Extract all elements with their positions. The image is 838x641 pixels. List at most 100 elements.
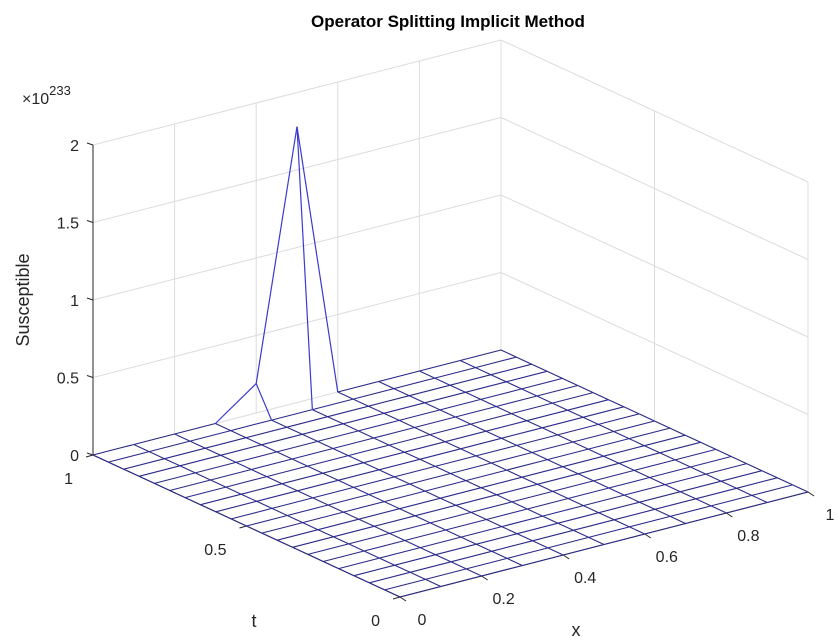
mesh-line <box>210 479 227 488</box>
x-tick-mark <box>399 596 407 602</box>
mesh-line <box>751 484 793 496</box>
mesh-line <box>363 451 405 464</box>
mesh-line <box>573 519 615 531</box>
mesh-line <box>792 484 809 493</box>
z-tick-mark <box>86 297 94 301</box>
mesh-line <box>455 405 497 418</box>
mesh-line <box>312 486 354 499</box>
t-axis-label: t <box>251 611 256 631</box>
x-axis-label: x <box>572 620 581 640</box>
mesh-line <box>378 458 420 471</box>
mesh-line <box>434 377 451 386</box>
mesh-line <box>680 480 722 493</box>
grid-line <box>92 272 502 378</box>
mesh-line <box>358 419 400 432</box>
mesh-line <box>179 454 221 467</box>
mesh-line <box>726 501 768 514</box>
mesh-line <box>194 472 211 481</box>
mesh-line <box>767 491 809 504</box>
mesh-line <box>470 511 487 520</box>
mesh-line <box>527 508 543 517</box>
mesh-line <box>435 455 477 467</box>
mesh-line <box>562 377 578 386</box>
mesh-line <box>583 494 625 507</box>
mesh-line <box>317 529 334 538</box>
mesh-line <box>445 430 487 443</box>
mesh-line <box>409 384 451 397</box>
mesh-line <box>746 463 763 472</box>
mesh-line <box>378 381 395 390</box>
mesh-line <box>634 459 676 471</box>
mesh-line <box>394 465 436 478</box>
mesh-line <box>164 447 206 460</box>
mesh-line <box>342 412 384 425</box>
mesh-line <box>465 381 507 393</box>
mesh-line <box>537 473 579 485</box>
mesh-line <box>266 476 283 485</box>
mesh-line <box>705 463 747 475</box>
mesh-line <box>414 504 456 517</box>
mesh-line <box>266 465 308 478</box>
mesh-line <box>317 518 359 531</box>
mesh-line <box>271 419 288 428</box>
z-tick-mark <box>86 142 94 146</box>
mesh-line <box>368 405 385 414</box>
mesh-line <box>281 472 323 485</box>
mesh-line <box>338 557 380 570</box>
mesh-line <box>547 536 589 549</box>
mesh-line <box>480 398 497 407</box>
mesh-line <box>506 370 548 383</box>
mesh-line <box>491 550 508 559</box>
mesh-line <box>720 480 737 489</box>
mesh-line <box>251 469 267 478</box>
mesh-line <box>629 526 646 535</box>
mesh-line <box>342 423 359 432</box>
mesh-line <box>312 398 354 411</box>
mesh-line <box>440 487 482 499</box>
mesh-line <box>302 423 344 435</box>
mesh-line <box>751 494 768 503</box>
mesh-line <box>276 451 293 460</box>
mesh-line <box>92 443 134 456</box>
mesh-line <box>424 490 441 499</box>
mesh-line <box>286 426 303 435</box>
mesh-line <box>296 126 313 410</box>
mesh-line <box>409 571 426 580</box>
mesh-line <box>644 434 686 447</box>
mesh-line <box>348 455 364 464</box>
mesh-line <box>567 399 609 411</box>
mesh-line <box>460 437 502 450</box>
mesh-line <box>460 448 477 457</box>
mesh-line <box>220 454 237 463</box>
z-tick-mark <box>86 375 94 378</box>
mesh-line <box>532 540 549 549</box>
mesh-line <box>511 413 528 422</box>
mesh-line <box>567 498 584 507</box>
mesh-line <box>526 420 543 429</box>
mesh-line <box>638 413 655 422</box>
mesh-line <box>547 459 564 468</box>
mesh-line <box>628 427 670 440</box>
mesh-line <box>292 536 334 548</box>
mesh-line <box>761 470 778 479</box>
mesh-line <box>231 507 273 520</box>
mesh-line <box>312 409 328 418</box>
mesh-line <box>572 441 589 450</box>
mesh-line <box>511 402 553 415</box>
mesh-line <box>388 444 405 453</box>
mesh-line <box>567 409 584 418</box>
mesh-line <box>588 438 630 450</box>
mesh-line <box>327 416 344 425</box>
mesh-line <box>307 553 324 562</box>
mesh-line <box>241 483 283 495</box>
mesh-line <box>352 398 369 407</box>
mesh-line <box>419 359 461 372</box>
mesh-line <box>486 519 503 528</box>
mesh-line <box>577 385 594 394</box>
mesh-line <box>440 575 482 588</box>
mesh-line <box>276 539 293 548</box>
mesh-line <box>149 440 191 453</box>
mesh-line <box>521 388 538 397</box>
mesh-line <box>649 477 666 486</box>
mesh-line <box>230 419 272 432</box>
